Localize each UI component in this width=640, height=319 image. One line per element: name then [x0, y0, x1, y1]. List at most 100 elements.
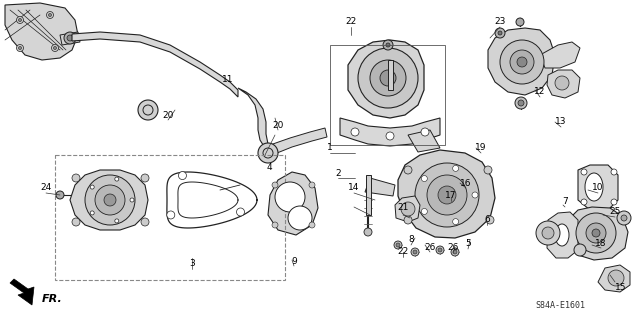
Circle shape [138, 100, 158, 120]
Polygon shape [70, 170, 148, 230]
Circle shape [370, 60, 406, 96]
Text: 9: 9 [291, 256, 297, 265]
Polygon shape [578, 165, 618, 210]
Circle shape [574, 244, 586, 256]
Circle shape [421, 128, 429, 136]
Circle shape [576, 213, 616, 253]
Polygon shape [540, 42, 580, 68]
Circle shape [141, 218, 149, 226]
Circle shape [364, 228, 372, 236]
Polygon shape [60, 32, 80, 45]
Circle shape [451, 248, 459, 256]
Circle shape [351, 128, 359, 136]
Text: 8: 8 [408, 235, 414, 244]
Text: 7: 7 [562, 197, 568, 206]
Circle shape [518, 100, 524, 106]
Polygon shape [340, 118, 440, 146]
Circle shape [516, 18, 524, 26]
Circle shape [288, 206, 312, 230]
Text: 14: 14 [348, 183, 360, 192]
Polygon shape [547, 70, 580, 98]
Text: 20: 20 [272, 121, 284, 130]
Text: 10: 10 [592, 183, 604, 192]
Bar [55, 155, 285, 280]
Circle shape [472, 192, 478, 198]
Circle shape [64, 32, 76, 44]
Circle shape [427, 175, 467, 215]
Text: 21: 21 [397, 204, 409, 212]
Text: 5: 5 [465, 240, 471, 249]
Text: 24: 24 [40, 183, 52, 192]
Circle shape [421, 175, 428, 182]
Polygon shape [238, 88, 278, 156]
Circle shape [167, 211, 175, 219]
Polygon shape [408, 130, 440, 152]
Circle shape [500, 40, 544, 84]
Circle shape [581, 199, 587, 205]
Circle shape [49, 13, 51, 17]
Circle shape [536, 221, 560, 245]
Text: 17: 17 [445, 191, 457, 201]
Circle shape [85, 175, 135, 225]
Circle shape [411, 248, 419, 256]
Circle shape [404, 166, 412, 174]
Text: 16: 16 [460, 179, 472, 188]
Circle shape [54, 47, 56, 49]
Circle shape [621, 215, 627, 221]
Circle shape [555, 76, 569, 90]
Text: 22: 22 [397, 248, 408, 256]
Text: 26: 26 [447, 243, 459, 253]
Polygon shape [598, 265, 630, 292]
Polygon shape [395, 196, 420, 222]
Circle shape [404, 216, 412, 224]
Circle shape [586, 223, 606, 243]
Circle shape [401, 202, 415, 216]
Circle shape [237, 208, 244, 216]
Text: FR.: FR. [42, 294, 63, 304]
Polygon shape [365, 178, 395, 196]
Polygon shape [547, 212, 578, 258]
Text: 11: 11 [222, 76, 234, 85]
Text: 2: 2 [335, 168, 341, 177]
Circle shape [67, 35, 73, 41]
Text: 12: 12 [534, 87, 546, 97]
Circle shape [396, 243, 400, 247]
Circle shape [452, 165, 459, 171]
Circle shape [542, 227, 554, 239]
Circle shape [581, 169, 587, 175]
Circle shape [421, 208, 428, 214]
Circle shape [72, 218, 80, 226]
Circle shape [617, 211, 631, 225]
Circle shape [592, 229, 600, 237]
Polygon shape [567, 207, 628, 260]
Text: 23: 23 [494, 18, 506, 26]
Circle shape [517, 57, 527, 67]
Circle shape [611, 169, 617, 175]
Circle shape [383, 40, 393, 50]
Text: 22: 22 [346, 18, 356, 26]
Circle shape [438, 248, 442, 252]
Text: 15: 15 [615, 283, 627, 292]
Text: 20: 20 [163, 110, 173, 120]
Circle shape [72, 174, 80, 182]
Circle shape [51, 44, 58, 51]
Circle shape [115, 177, 119, 181]
Circle shape [413, 250, 417, 254]
Bar [366, 175, 371, 215]
Text: 13: 13 [556, 117, 567, 127]
Circle shape [272, 222, 278, 228]
Polygon shape [270, 128, 327, 155]
Text: 6: 6 [484, 216, 490, 225]
Ellipse shape [585, 173, 603, 201]
Circle shape [608, 270, 624, 286]
Circle shape [90, 185, 94, 189]
Circle shape [115, 219, 119, 223]
Circle shape [386, 43, 390, 47]
Circle shape [19, 47, 22, 49]
Text: 18: 18 [595, 239, 607, 248]
Circle shape [453, 250, 457, 254]
Text: 19: 19 [476, 144, 487, 152]
Ellipse shape [555, 224, 569, 246]
Bar [388, 60, 393, 90]
Circle shape [394, 241, 402, 249]
